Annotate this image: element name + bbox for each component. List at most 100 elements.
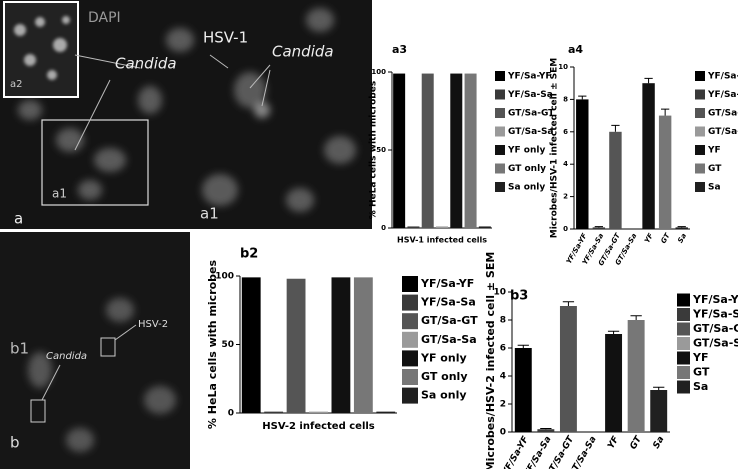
bar <box>407 226 420 228</box>
image-label: DAPI <box>88 10 121 26</box>
x-tick-label: YF/Sa-YF <box>501 434 532 469</box>
legend-label: GT <box>708 164 722 174</box>
legend-label: YF/Sa-YF <box>507 72 552 82</box>
bar <box>658 115 672 229</box>
bar <box>537 429 555 432</box>
legend-swatch <box>695 71 705 81</box>
legend-swatch <box>695 182 705 192</box>
y-tick-label: 4 <box>500 372 506 382</box>
legend-swatch <box>677 366 690 379</box>
error-bar <box>653 386 665 390</box>
legend-label: YF/Sa-Sa <box>507 90 553 100</box>
legend-swatch <box>695 126 705 137</box>
y-tick-label: 0 <box>500 428 506 438</box>
legend-swatch <box>495 182 505 192</box>
legend-label: GT/Sa-Sa <box>421 333 477 346</box>
error-bar <box>644 77 653 84</box>
x-axis-label: HSV-2 infected cells <box>262 421 375 432</box>
legend-swatch <box>495 108 505 118</box>
y-tick-label: 4 <box>563 160 568 168</box>
legend-label: YF/Sa-YF <box>692 293 738 306</box>
y-tick-label: 100 <box>371 68 386 76</box>
legend-label: GT <box>693 366 710 379</box>
image-label: a1 <box>200 205 219 223</box>
error-bar <box>594 226 603 228</box>
legend-swatch <box>495 89 505 100</box>
y-tick-label: 2 <box>563 193 568 201</box>
y-tick-label: 10 <box>493 288 506 298</box>
legend-label: YF/Sa-Sa <box>692 308 738 321</box>
legend-swatch <box>677 322 690 336</box>
legend-swatch <box>495 126 505 137</box>
y-tick-label: 8 <box>563 95 568 103</box>
y-tick-label: 100 <box>215 272 234 282</box>
error-bar <box>630 315 642 320</box>
legend-swatch <box>402 294 418 311</box>
x-axis-label: HSV-1 infected cells <box>397 236 487 245</box>
legend-swatch <box>495 145 505 155</box>
y-tick-label: 8 <box>500 316 506 326</box>
image-label: Candida <box>272 43 334 61</box>
y-tick-label: 6 <box>563 128 568 136</box>
y-tick-label: 0 <box>381 224 386 232</box>
bar <box>605 334 623 432</box>
image-label: HSV-2 <box>138 319 168 330</box>
micrograph-a <box>0 0 372 229</box>
x-tick-label: YF <box>643 232 655 245</box>
y-tick-label: 6 <box>500 344 506 354</box>
image-label: b <box>10 434 20 452</box>
y-tick-label: 2 <box>500 400 506 410</box>
error-bar <box>611 124 620 132</box>
bar <box>286 278 306 413</box>
error-bar <box>562 301 575 306</box>
y-axis-label: Microbes/HSV-1 infected cell ± SEM <box>550 58 560 239</box>
error-bar <box>661 108 670 116</box>
legend-label: GT/Sa-Sa <box>508 127 554 137</box>
legend-swatch <box>402 350 418 367</box>
legend-swatch <box>677 308 690 321</box>
legend-label: YF/Sa-Sa <box>420 296 476 309</box>
legend-label: Sa <box>708 183 721 193</box>
bar <box>264 411 284 413</box>
bar <box>376 411 396 413</box>
bar <box>514 348 532 432</box>
legend-swatch <box>695 108 705 118</box>
bar <box>450 73 463 228</box>
bar <box>675 227 688 229</box>
chart-title: b3 <box>510 289 528 304</box>
x-tick-label: GT <box>659 231 672 245</box>
bar <box>331 277 351 413</box>
legend-swatch <box>495 71 505 81</box>
legend-swatch <box>677 293 690 307</box>
bar <box>421 73 434 228</box>
legend-label: GT/Sa-Sa <box>693 337 738 350</box>
error-bar <box>540 428 552 430</box>
legend-swatch <box>495 163 505 174</box>
bar <box>309 411 328 413</box>
legend-swatch <box>402 313 418 330</box>
chart-title: a3 <box>392 43 407 56</box>
image-label: Candida <box>46 351 87 362</box>
legend-label: YF/Sa-YF <box>420 277 474 290</box>
bar <box>436 226 448 228</box>
legend-swatch <box>402 369 418 385</box>
x-tick-label: YF <box>606 434 621 451</box>
bar <box>650 390 668 432</box>
legend-label: Sa only <box>508 183 545 193</box>
legend-label: GT/Sa-Sa <box>708 127 738 137</box>
legend-label: YF/Sa-YF <box>707 72 738 82</box>
bar <box>642 83 655 229</box>
image-label: Candida <box>115 55 177 73</box>
legend-label: Sa <box>693 380 708 393</box>
image-label: b1 <box>10 340 29 358</box>
bar <box>393 73 406 228</box>
chart-title: a4 <box>568 43 583 56</box>
y-tick-label: 50 <box>221 340 234 350</box>
legend-swatch <box>695 145 705 155</box>
legend-label: YF/Sa-Sa <box>707 90 738 100</box>
micrograph-b <box>0 232 190 469</box>
legend-swatch <box>402 387 418 404</box>
error-bar <box>517 344 529 348</box>
legend-swatch <box>677 337 690 350</box>
y-tick-label: 0 <box>228 409 234 419</box>
